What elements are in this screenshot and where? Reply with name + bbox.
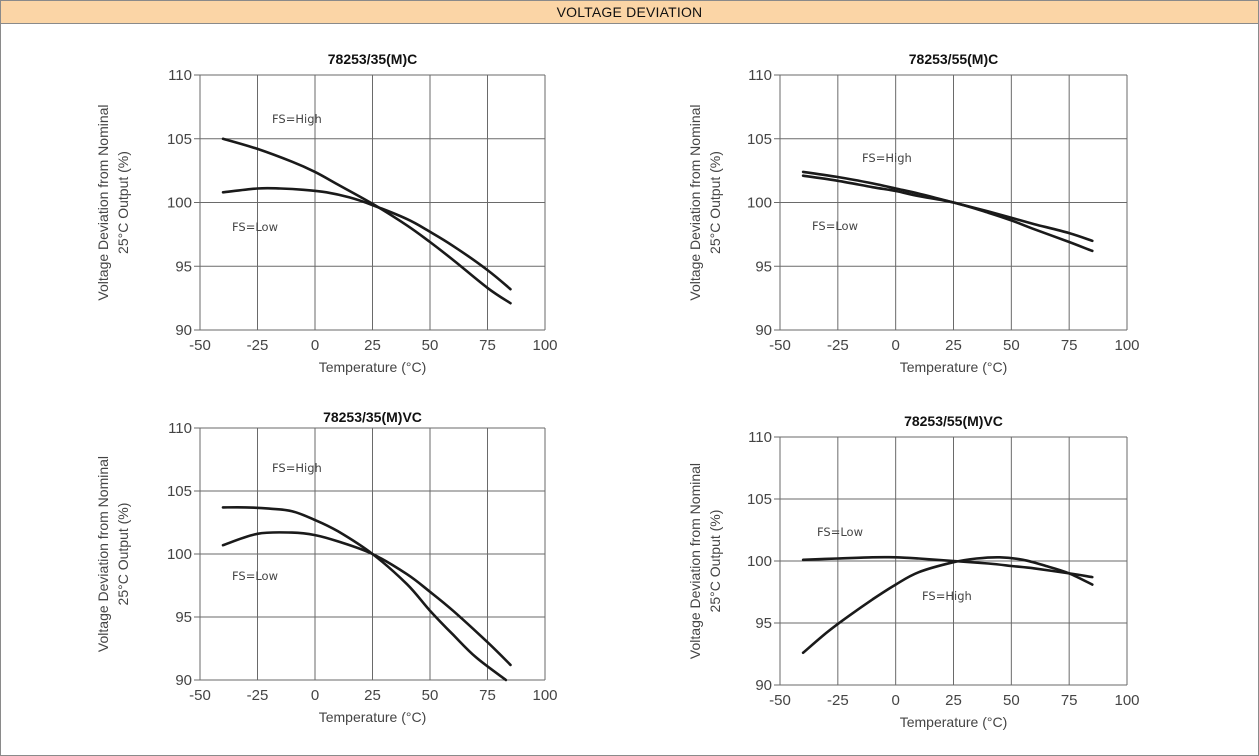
chart-2-y-tick-label: 110 <box>168 420 192 437</box>
chart-3-x-axis-label: Temperature (°C) <box>900 714 1008 730</box>
chart-0-title: 78253/35(M)C <box>328 51 418 67</box>
chart-0-y-tick-label: 90 <box>175 322 192 339</box>
chart-1-x-tick-label: 100 <box>1114 337 1139 354</box>
chart-1-y-tick-label: 95 <box>755 258 772 275</box>
chart-0-y-axis-label: 25°C Output (%) <box>115 151 131 254</box>
chart-1-series-line <box>801 174 1094 253</box>
chart-0-x-tick-label: -25 <box>247 337 269 354</box>
chart-3-x-tick-label: -25 <box>827 692 849 709</box>
chart-2-x-tick-label: -25 <box>247 687 269 704</box>
chart-3-y-tick-label: 95 <box>755 615 772 632</box>
chart-2-x-axis-label: Temperature (°C) <box>319 709 427 725</box>
chart-2-x-tick-label: -50 <box>189 687 211 704</box>
chart-0-x-tick-label: 25 <box>364 337 381 354</box>
chart-2-x-tick-label: 75 <box>479 687 496 704</box>
chart-0-series-line <box>221 186 512 291</box>
figure-title: VOLTAGE DEVIATION <box>556 4 703 20</box>
chart-2-title: 78253/35(M)VC <box>323 409 422 425</box>
chart-3-title: 78253/55(M)VC <box>904 413 1003 429</box>
chart-0-y-tick-label: 110 <box>168 67 192 84</box>
chart-0-x-tick-label: 50 <box>422 337 439 354</box>
chart-2-x-tick-label: 25 <box>364 687 381 704</box>
chart-3-series-label: FS=High <box>922 589 972 603</box>
chart-3-y-axis-label: 25°C Output (%) <box>707 510 723 613</box>
chart-3-series-line <box>801 555 1094 655</box>
chart-3-x-tick-label: 100 <box>1114 692 1139 709</box>
chart-3-x-tick-label: 50 <box>1003 692 1020 709</box>
chart-1-y-tick-label: 90 <box>755 322 772 339</box>
chart-1-x-tick-label: 75 <box>1061 337 1078 354</box>
chart-2-y-axis-label: 25°C Output (%) <box>115 503 131 606</box>
chart-0-y-tick-label: 105 <box>167 131 192 148</box>
chart-2-series-label: FS=Low <box>232 569 278 583</box>
chart-1-title: 78253/55(M)C <box>909 51 999 67</box>
chart-1-y-tick-label: 110 <box>748 67 772 84</box>
figure-header: VOLTAGE DEVIATION <box>1 1 1258 24</box>
chart-1-y-axis-label: 25°C Output (%) <box>707 151 723 254</box>
chart-3-y-tick-label: 105 <box>747 491 772 508</box>
chart-1-x-tick-label: 50 <box>1003 337 1020 354</box>
chart-0-y-tick-label: 95 <box>175 258 192 275</box>
chart-1-x-tick-label: 25 <box>945 337 962 354</box>
chart-2-y-tick-label: 90 <box>175 672 192 689</box>
chart-2-x-tick-label: 50 <box>422 687 439 704</box>
chart-1-x-tick-label: -25 <box>827 337 849 354</box>
chart-3-x-tick-label: -50 <box>769 692 791 709</box>
chart-0-x-tick-label: -50 <box>189 337 211 354</box>
chart-0-series-label: FS=Low <box>232 220 278 234</box>
chart-1-y-tick-label: 100 <box>747 195 772 212</box>
chart-2-y-tick-label: 100 <box>167 546 192 563</box>
chart-3-x-tick-label: 25 <box>945 692 962 709</box>
chart-0-x-axis-label: Temperature (°C) <box>319 359 427 375</box>
chart-3-y-axis-label: Voltage Deviation from Nominal <box>687 463 703 659</box>
chart-2-series-line <box>221 506 508 682</box>
chart-0-series-label: FS=High <box>272 112 322 126</box>
chart-1-x-tick-label: -50 <box>769 337 791 354</box>
chart-1-x-tick-label: 0 <box>891 337 899 354</box>
chart-3-y-tick-label: 90 <box>755 677 772 694</box>
chart-1-y-axis-label: Voltage Deviation from Nominal <box>687 104 703 300</box>
chart-0-x-tick-label: 75 <box>479 337 496 354</box>
chart-1-series-label: FS=Low <box>812 219 858 233</box>
chart-2-y-tick-label: 105 <box>167 483 192 500</box>
chart-0-x-tick-label: 0 <box>311 337 319 354</box>
chart-3-x-tick-label: 75 <box>1061 692 1078 709</box>
chart-3-series-label: FS=Low <box>817 525 863 539</box>
chart-0-y-tick-label: 100 <box>167 195 192 212</box>
chart-0-y-axis-label: Voltage Deviation from Nominal <box>95 104 111 300</box>
chart-3-y-tick-label: 110 <box>748 429 772 446</box>
chart-1-series-label: FS=High <box>862 151 912 165</box>
chart-1-x-axis-label: Temperature (°C) <box>900 359 1008 375</box>
chart-0-x-tick-label: 100 <box>532 337 557 354</box>
chart-2-x-tick-label: 100 <box>532 687 557 704</box>
chart-3-y-tick-label: 100 <box>747 553 772 570</box>
chart-2-y-axis-label: Voltage Deviation from Nominal <box>95 456 111 652</box>
chart-1-y-tick-label: 105 <box>747 131 772 148</box>
chart-2-x-tick-label: 0 <box>311 687 319 704</box>
chart-2-series-label: FS=High <box>272 461 322 475</box>
chart-2-series-line <box>221 531 512 667</box>
chart-2-y-tick-label: 95 <box>175 609 192 626</box>
chart-3-x-tick-label: 0 <box>891 692 899 709</box>
